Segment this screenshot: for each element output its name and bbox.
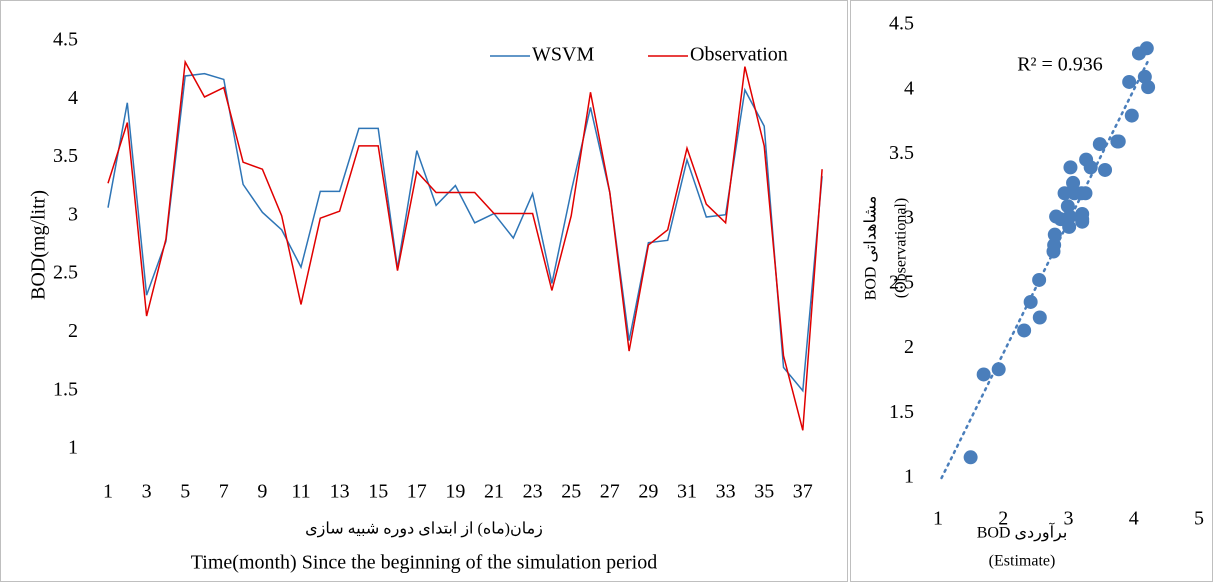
x-axis-title: (Estimate) bbox=[989, 553, 1056, 570]
trendline bbox=[940, 59, 1150, 480]
x-tick-label: 37 bbox=[793, 481, 813, 503]
scatter-point bbox=[1023, 294, 1038, 309]
scatter-point bbox=[1075, 212, 1090, 227]
scatter-point bbox=[1083, 160, 1098, 175]
scatter-point bbox=[963, 450, 978, 465]
x-axis-title: BOD برآوردی bbox=[977, 522, 1068, 542]
scatter-point bbox=[1131, 46, 1146, 61]
scatter-point bbox=[1057, 186, 1072, 201]
x-axis-title: زمان(ماه) از ابتدای دوره شبیه سازی bbox=[305, 521, 543, 538]
y-tick-label: 3.5 bbox=[53, 145, 78, 167]
scatter-point bbox=[991, 362, 1006, 377]
y-tick-label: 3 bbox=[68, 203, 78, 225]
x-tick-label: 3 bbox=[142, 481, 152, 503]
y-tick-label: 2.5 bbox=[53, 262, 78, 284]
series-line bbox=[107, 59, 823, 431]
x-tick-label: 2 bbox=[998, 508, 1008, 530]
y-tick-label: 1.5 bbox=[889, 401, 914, 423]
y-tick-label: 1 bbox=[904, 466, 914, 488]
y-axis-title: BOD(mg/litr) bbox=[28, 190, 50, 300]
scatter-point bbox=[1032, 272, 1047, 287]
y-tick-label: 1 bbox=[68, 437, 78, 459]
scatter-point bbox=[976, 367, 991, 382]
x-tick-label: 15 bbox=[368, 481, 388, 503]
x-tick-label: 4 bbox=[1129, 508, 1139, 530]
y-tick-label: 1.5 bbox=[53, 378, 78, 400]
y-tick-label: 3.5 bbox=[889, 142, 914, 164]
scatter-point bbox=[1047, 227, 1062, 242]
x-tick-label: 9 bbox=[257, 481, 267, 503]
y-tick-label: 2 bbox=[68, 320, 78, 342]
x-tick-label: 5 bbox=[180, 481, 190, 503]
scatter-point bbox=[1066, 175, 1081, 190]
y-axis-title: BOD مشاهداتی bbox=[863, 196, 880, 301]
legend-label: WSVM bbox=[532, 44, 594, 66]
x-tick-label: 11 bbox=[291, 481, 310, 503]
y-tick-label: 4.5 bbox=[889, 13, 914, 35]
y-tick-label: 4.5 bbox=[53, 29, 78, 51]
x-tick-label: 3 bbox=[1064, 508, 1074, 530]
scatter-point bbox=[1017, 323, 1032, 338]
scatter-point bbox=[1074, 186, 1089, 201]
y-tick-label: 2.5 bbox=[889, 271, 914, 293]
x-axis-title: Time(month) Since the beginning of the s… bbox=[191, 552, 657, 574]
x-tick-label: 29 bbox=[638, 481, 658, 503]
y-tick-label: 4 bbox=[904, 77, 914, 99]
legend-label: Observation bbox=[690, 44, 788, 66]
x-tick-label: 31 bbox=[677, 481, 697, 503]
scatter-point bbox=[1124, 108, 1139, 123]
scatter-point bbox=[1137, 69, 1152, 84]
y-tick-label: 2 bbox=[904, 336, 914, 358]
x-tick-label: 7 bbox=[219, 481, 229, 503]
scatter-point bbox=[1098, 162, 1113, 177]
annotation: R² = 0.936 bbox=[1017, 54, 1103, 76]
y-tick-label: 3 bbox=[904, 207, 914, 229]
x-tick-label: 21 bbox=[484, 481, 504, 503]
scatter-point bbox=[1060, 199, 1075, 214]
scatter-point bbox=[1049, 209, 1064, 224]
scatter-point bbox=[1111, 134, 1126, 149]
x-tick-label: 1 bbox=[933, 508, 943, 530]
x-tick-label: 25 bbox=[561, 481, 581, 503]
scatter-point bbox=[1046, 244, 1061, 259]
scatter-point bbox=[1122, 74, 1137, 89]
x-tick-label: 1 bbox=[103, 481, 113, 503]
scatter-point bbox=[1032, 310, 1047, 325]
scatter-point bbox=[1062, 219, 1077, 234]
scatter-point bbox=[1062, 209, 1077, 224]
y-axis-title: (Observational) bbox=[893, 198, 910, 298]
x-tick-label: 17 bbox=[407, 481, 427, 503]
x-tick-label: 27 bbox=[600, 481, 620, 503]
x-tick-label: 5 bbox=[1194, 508, 1204, 530]
x-tick-label: 35 bbox=[754, 481, 774, 503]
scatter-point bbox=[1063, 160, 1078, 175]
x-tick-label: 19 bbox=[445, 481, 465, 503]
series-line bbox=[107, 72, 823, 393]
scatter-point bbox=[1092, 137, 1107, 152]
y-tick-label: 4 bbox=[68, 87, 78, 109]
x-tick-label: 23 bbox=[523, 481, 543, 503]
x-tick-label: 33 bbox=[716, 481, 736, 503]
x-tick-label: 13 bbox=[330, 481, 350, 503]
